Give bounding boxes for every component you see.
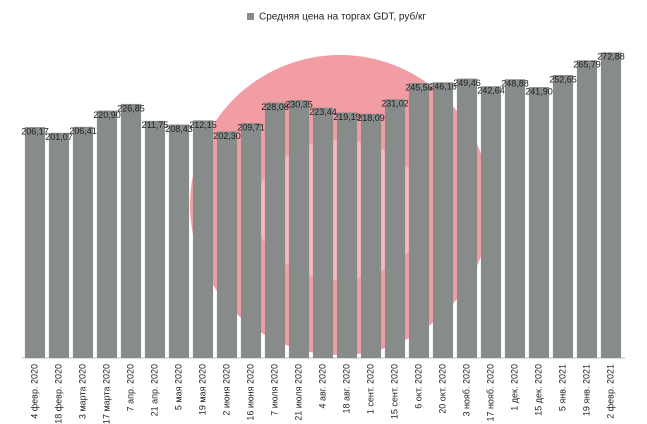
value-label: 209,71 [237,122,265,132]
value-label: 230,35 [285,99,313,109]
value-label: 208,43 [165,124,193,134]
x-tick-label: 3 марта 2020 [77,364,87,419]
bar [480,86,502,359]
x-tick-label: 1 дек. 2020 [509,364,519,411]
value-label: 219,19 [333,112,361,122]
bar [576,60,598,359]
bar [216,131,238,358]
value-label: 202,30 [213,131,241,141]
x-tick-label: 18 авг. 2020 [341,364,351,414]
value-label: 241,90 [525,86,553,96]
bar [504,79,526,359]
value-label: 226,85 [117,103,145,113]
value-label: 211,75 [142,120,169,130]
value-label: 246,16 [429,82,457,92]
value-label: 248,88 [501,79,529,89]
value-label: 218,09 [357,113,385,123]
bar [456,78,478,358]
bar [192,120,214,358]
bar [432,82,454,359]
x-tick-label: 19 мая 2020 [197,364,207,415]
bar [600,52,622,359]
bar [120,103,142,358]
value-label: 212,15 [189,120,217,130]
bar [240,123,262,358]
bar [408,82,430,358]
value-label: 265,79 [573,60,601,70]
bar [384,99,406,358]
x-tick-label: 21 апр. 2020 [149,364,159,416]
bar [168,124,190,358]
x-tick-label: 17 нояб. 2020 [485,364,495,422]
bar [264,102,286,358]
x-tick-label: 2 февр. 2021 [605,364,615,419]
bar [288,100,310,359]
value-label: 223,44 [309,107,337,117]
bar [360,113,382,358]
bar [144,120,166,358]
value-label: 201,07 [45,132,73,142]
x-tick-label: 7 июля 2020 [269,364,279,416]
x-tick-label: 1 сент. 2020 [365,364,375,414]
bar [96,110,118,358]
value-label: 252,65 [549,74,577,84]
x-tick-label: 4 февр. 2020 [29,364,39,419]
value-label: 249,46 [453,78,481,88]
x-tick-label: 2 июня 2020 [221,364,231,416]
x-tick-label: 7 апр. 2020 [125,364,135,411]
bar [72,126,94,358]
x-tick-label: 20 окт. 2020 [437,364,447,414]
bar [528,87,550,359]
value-label: 206,41 [69,126,97,136]
value-label: 206,17 [21,126,49,136]
x-tick-label: 4 авг. 2020 [317,364,327,409]
x-tick-label: 15 сент. 2020 [389,364,399,419]
x-tick-label: 5 мая 2020 [173,364,183,410]
x-tick-label: 18 февр. 2020 [53,364,63,424]
value-label: 242,64 [477,86,505,96]
x-tick-label: 19 янв. 2021 [581,364,591,416]
x-tick-label: 17 марта 2020 [101,364,111,424]
value-label: 272,88 [597,52,625,62]
value-label: 228,08 [261,102,289,112]
bar [336,112,358,358]
legend-swatch [247,13,254,20]
x-tick-label: 16 июня 2020 [245,364,255,421]
x-tick-label: 6 окт. 2020 [413,364,423,409]
bar [312,107,334,359]
bar [552,75,574,359]
x-tick-label: 3 нояб. 2020 [461,364,471,417]
x-tick-label: 15 дек. 2020 [533,364,543,416]
x-tick-label: 5 янв. 2021 [557,364,567,411]
legend-label: Средняя цена на торгах GDT, руб/кг [259,11,426,23]
x-tick-label: 21 июля 2020 [293,364,303,421]
value-label: 231,02 [381,99,409,109]
value-label: 245,56 [405,82,433,92]
bar [48,132,70,358]
value-label: 220,90 [93,110,121,120]
bar [24,127,46,358]
